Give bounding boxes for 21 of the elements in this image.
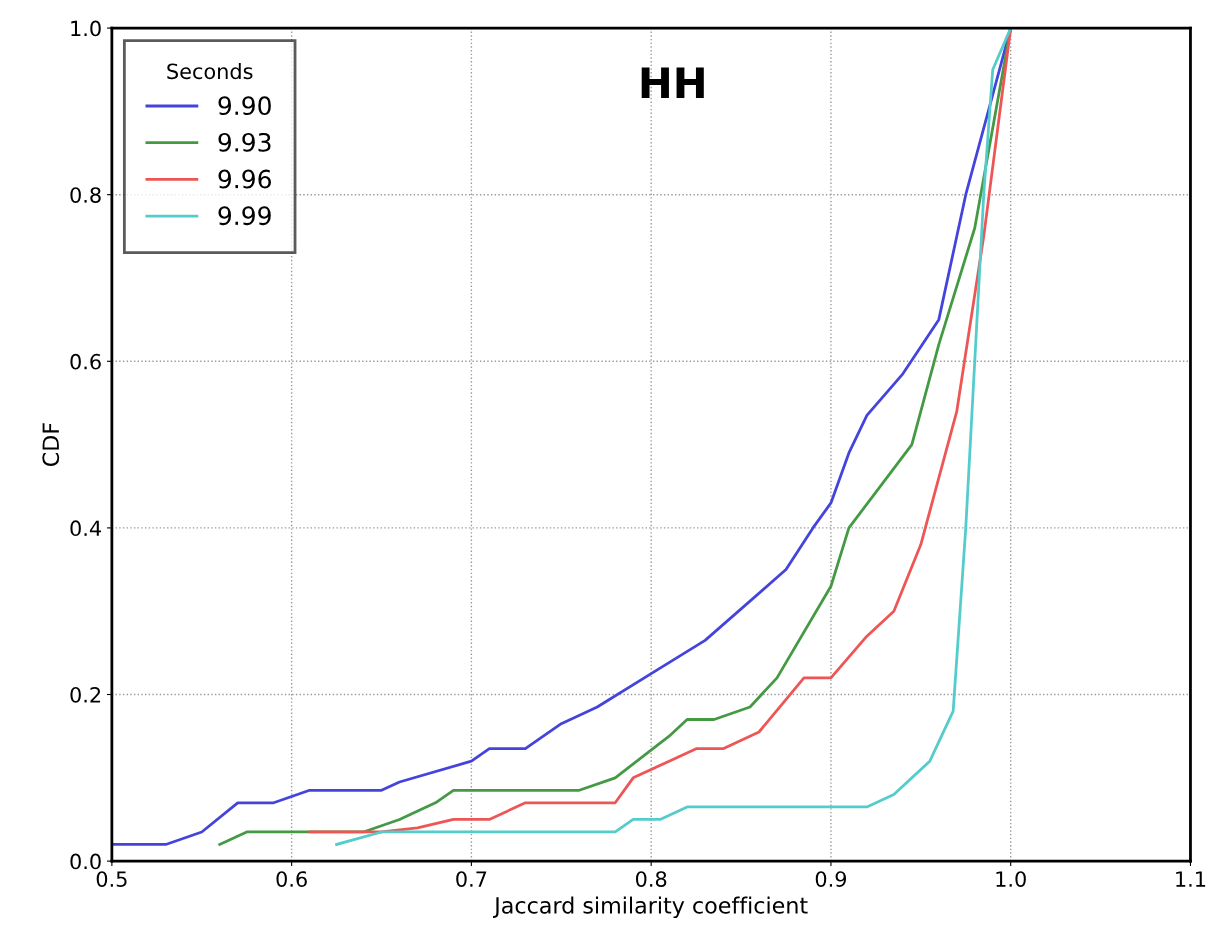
x-tick-label: 0.5 [96, 871, 127, 887]
x-tick-label: 0.6 [276, 871, 307, 887]
legend-title: Seconds [167, 63, 253, 80]
legend-label: 9.96 [218, 169, 271, 189]
y-tick-label: 0.6 [70, 353, 101, 370]
x-tick-label: 1.0 [996, 871, 1026, 887]
y-tick-label: 1.0 [71, 20, 101, 37]
legend-label: 9.99 [218, 206, 271, 226]
x-tick-label: 0.9 [815, 871, 847, 887]
y-axis-title: CDF [42, 423, 60, 467]
y-tick-label: 0.4 [70, 520, 101, 537]
x-tick-label: 0.7 [456, 871, 487, 887]
x-axis-title: Jaccard similarity coefficient [493, 896, 808, 919]
annotation: HH [641, 67, 704, 98]
y-tick-label: 0.8 [70, 187, 101, 203]
x-tick-label: 1.1 [1176, 871, 1206, 887]
x-tick-label: 0.8 [635, 871, 667, 887]
legend-label: 9.90 [218, 96, 271, 116]
y-tick-label: 0.0 [70, 853, 101, 870]
legend-label: 9.93 [218, 132, 271, 152]
y-tick-label: 0.2 [70, 686, 101, 703]
